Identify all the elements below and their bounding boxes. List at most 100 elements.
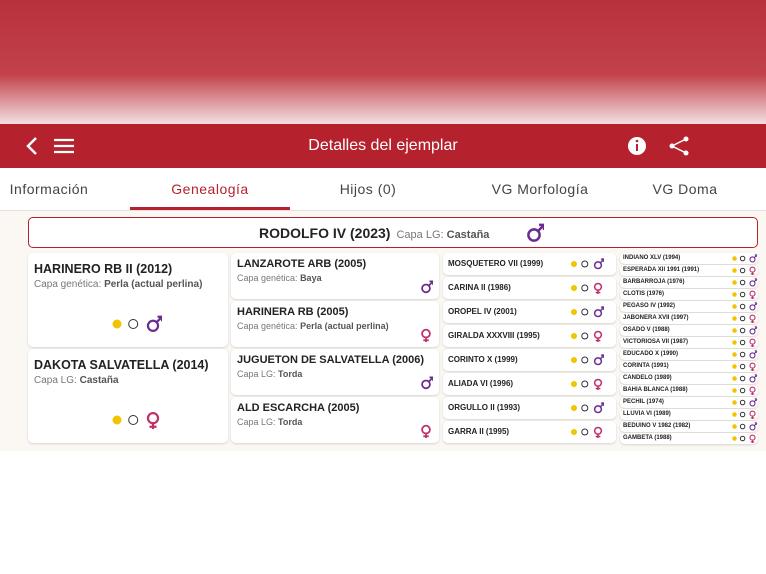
ancestor-row[interactable]: OSADO V (1988) [620,325,758,336]
badges [732,326,757,335]
ancestor-row[interactable]: CLOTIS (1976) [620,289,758,300]
badges [732,254,757,263]
grandparent-card[interactable]: HARINERA RB (2005) Capa genética: Perla (… [231,301,439,347]
name: INDIANO XLV (1994) [623,255,681,261]
tab[interactable]: VG Doma [652,181,718,197]
nav-icons[interactable] [20,134,80,158]
coat-label: Capa genética: [34,279,102,290]
coat: Capa LG: Torda [237,417,433,427]
great-grandparent-card[interactable]: GIRALDA XXXVIII (1995) [443,325,616,347]
name: VICTORIOSA VII (1987) [623,339,689,345]
ancestor-row[interactable]: BARBARROJA (1976) [620,277,758,288]
grandparent-card[interactable]: LANZAROTE ARB (2005) Capa genética: Baya [231,253,439,299]
great-grandparent-card[interactable]: CORINTO X (1999) [443,349,616,371]
tab[interactable]: VG Morfología [491,181,589,197]
coat-label: Capa genética: [237,273,298,283]
great-grandparent-card[interactable]: CARINA II (1986) [443,277,616,299]
coat: Capa genética: Baya [237,273,433,283]
name: ESPERADA XII 1991 (1991) [623,267,700,273]
badges [732,302,757,311]
tab-bar: Información Genealogía Hijos (0) VG Morfolo… [0,168,766,211]
badges [732,374,757,383]
name: CORINTO X (1999) [448,355,518,364]
name: GARRA II (1995) [448,427,510,436]
badges [571,378,603,390]
grandparent-card[interactable]: JUGUETON DE SALVATELLA (2006) Capa LG: To… [231,349,439,395]
great-grandparent-card[interactable]: ALIADA VI (1996) [443,373,616,395]
badges [732,362,756,371]
coat-value: Baya [300,273,322,283]
badges [421,328,431,342]
badges [421,280,433,294]
coat-label: Capa LG: [237,417,276,427]
great-grandparent-card[interactable]: ORGULLO II (1993) [443,397,616,419]
ancestor-row[interactable]: BAHIA BLANCA (1988) [620,385,758,396]
coat: Capa LG: Torda [237,369,433,379]
ancestor-row[interactable]: CANDELO (1989) [620,373,758,384]
name: MOSQUETERO VII (1999) [448,259,544,268]
great-grandparent-card[interactable]: OROPEL IV (2001) [443,301,616,323]
badges [571,402,604,414]
ancestor-row[interactable]: LLUVIA VI (1989) [620,409,758,420]
great-grandparent-card[interactable]: GARRA II (1995) [443,421,616,443]
name: BAHIA BLANCA (1988) [623,387,688,393]
ancestor-row[interactable]: GAMBETA (1988) [620,433,758,444]
root-name: RODOLFO IV (2023) [259,225,391,241]
coat-value: Torda [278,369,303,379]
ancestor-row[interactable]: ESPERADA XII 1991 (1991) [620,265,758,276]
tab[interactable]: Información [9,181,89,197]
badges [732,338,756,347]
coat-value: Torda [278,417,303,427]
name: CARINA II (1986) [448,283,511,292]
action-icons[interactable] [626,135,696,157]
name: DAKOTA SALVATELLA (2014) [34,358,209,372]
badges [732,350,757,359]
coat-value: Perla (actual perlina) [300,321,389,331]
coat-label: Capa LG: [34,375,77,386]
name: ALIADA VI (1996) [448,379,514,388]
ancestor-row[interactable]: BEDUINO V 1982 (1982) [620,421,758,432]
name: JUGUETON DE SALVATELLA (2006) [237,354,425,366]
badges [571,354,604,366]
app-bar: Detalles del ejemplar [0,124,766,168]
tab[interactable]: Hijos (0) [339,181,397,197]
blurred-top [0,0,766,124]
badges [421,424,431,438]
tab[interactable]: Genealogía [171,181,249,197]
badges [732,422,757,431]
name: GAMBETA (1988) [623,435,672,441]
name: HARINERA RB (2005) [237,306,349,318]
ancestor-row[interactable]: PEGASO IV (1992) [620,301,758,312]
ancestor-row[interactable]: JABONERA XVII (1997) [620,313,758,324]
root-line: RODOLFO IV (2023) Capa LG: Castaña [259,225,489,241]
coat-label: Capa LG: [237,369,276,379]
tab-indicator [130,207,290,210]
sire-dam-card[interactable]: HARINERO RB II (2012) Capa genética: Perl… [28,253,228,347]
sire-dam-card[interactable]: DAKOTA SALVATELLA (2014) Capa LG: Castaña [28,349,228,443]
name: ALD ESCARCHA (2005) [237,402,360,414]
badges [732,314,756,323]
coat-value: Castaña [79,375,119,386]
badges [527,223,544,242]
badges [732,410,756,419]
name: BARBARROJA (1976) [623,279,685,285]
name: GIRALDA XXXVIII (1995) [448,331,540,340]
badges [732,434,756,443]
name: PEGASO IV (1992) [623,303,676,309]
badges [112,315,162,332]
ancestor-row[interactable]: CORINTA (1991) [620,361,758,372]
ancestor-row[interactable]: PECHIL (1974) [620,397,758,408]
root-card: RODOLFO IV (2023) Capa LG: Castaña [28,217,758,248]
badges [571,306,604,318]
ancestor-row[interactable]: VICTORIOSA VII (1987) [620,337,758,348]
grandparent-card[interactable]: ALD ESCARCHA (2005) Capa LG: Torda [231,397,439,443]
great-grandparent-card[interactable]: MOSQUETERO VII (1999) [443,253,616,275]
name: PECHIL (1974) [623,399,664,405]
name: JABONERA XVII (1997) [623,315,689,321]
badges [732,290,756,299]
ancestor-row[interactable]: INDIANO XLV (1994) [620,253,758,264]
name: HARINERO RB II (2012) [34,262,173,276]
name: OSADO V (1988) [623,327,670,333]
ancestor-row[interactable]: EDUCADO X (1990) [620,349,758,360]
